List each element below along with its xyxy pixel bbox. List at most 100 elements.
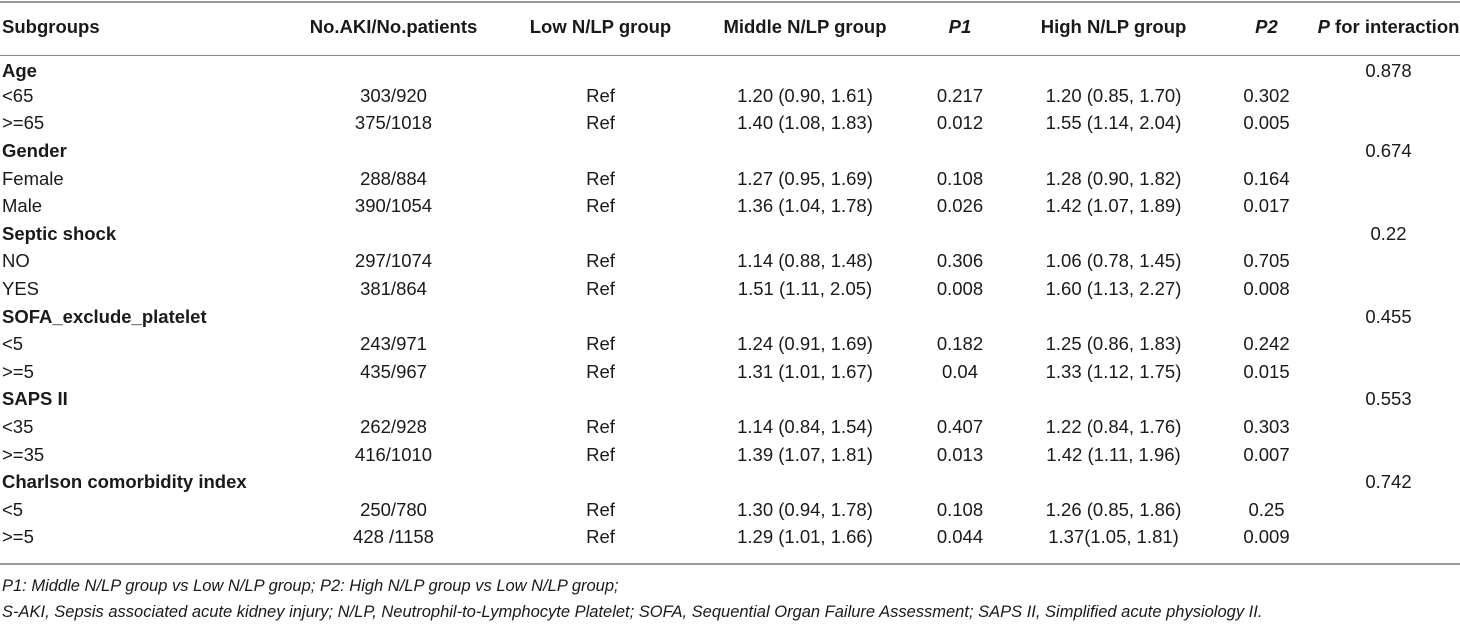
empty-cell xyxy=(1011,137,1216,165)
cell-subgroup: >=65 xyxy=(2,112,45,134)
empty-cell xyxy=(1216,54,1317,82)
cell-p2: 0.303 xyxy=(1243,415,1290,437)
cell-p1: 0.217 xyxy=(936,84,984,106)
cell-high-group: 1.26 (0.85, 1.86) xyxy=(1045,498,1182,520)
footnote-abbreviations: S-AKI, Sepsis associated acute kidney in… xyxy=(2,603,1263,621)
empty-cell xyxy=(1317,110,1460,138)
cell-p1: 0.026 xyxy=(936,195,984,217)
empty-cell xyxy=(287,386,500,414)
cell-subgroup: NO xyxy=(2,250,30,272)
cell-subgroup: >=5 xyxy=(2,360,34,382)
empty-cell xyxy=(1317,413,1460,441)
cell-low-group: Ref xyxy=(586,360,615,382)
cell-middle-group: 1.29 (1.01, 1.66) xyxy=(737,526,873,548)
group-row: Charlson comorbidity index 0.742 xyxy=(0,468,1460,496)
group-name: SAPS II xyxy=(2,388,68,410)
cell-middle-group: 1.36 (1.04, 1.78) xyxy=(737,195,873,217)
cell-p1: 0.044 xyxy=(936,526,984,548)
cell-high-group: 1.06 (0.78, 1.45) xyxy=(1045,250,1182,272)
table-row: Female 288/884 Ref 1.27 (0.95, 1.69) 0.108 1.… xyxy=(0,165,1460,193)
cell-high-group: 1.55 (1.14, 2.04) xyxy=(1045,112,1182,134)
cell-middle-group: 1.51 (1.11, 2.05) xyxy=(737,277,873,299)
cell-subgroup: Female xyxy=(2,167,64,189)
cell-low-group: Ref xyxy=(586,167,615,189)
cell-low-group: Ref xyxy=(586,195,615,217)
empty-cell xyxy=(287,303,500,331)
empty-cell xyxy=(1317,275,1460,303)
cell-middle-group: 1.24 (0.91, 1.69) xyxy=(737,333,873,355)
empty-cell xyxy=(909,303,1011,331)
cell-low-group: Ref xyxy=(586,498,615,520)
empty-cell xyxy=(1011,54,1216,82)
cell-aki-patients: 288/884 xyxy=(360,167,427,189)
cell-middle-group: 1.39 (1.07, 1.81) xyxy=(737,443,873,465)
empty-cell xyxy=(1011,220,1216,248)
cell-p2: 0.017 xyxy=(1243,195,1290,217)
col-header-p-interaction: P for interaction xyxy=(1317,0,1460,54)
cell-high-group: 1.22 (0.84, 1.76) xyxy=(1045,415,1182,437)
cell-p1: 0.008 xyxy=(936,277,984,299)
empty-cell xyxy=(701,303,909,331)
empty-cell xyxy=(1216,137,1317,165)
data-table: Subgroups No.AKI/No.patients Low N/LP gr… xyxy=(0,0,1460,551)
cell-low-group: Ref xyxy=(586,250,615,272)
empty-cell xyxy=(1317,248,1460,276)
cell-aki-patients: 250/780 xyxy=(360,498,427,520)
empty-cell xyxy=(287,137,500,165)
col-header-low-group: Low N/LP group xyxy=(529,16,672,37)
cell-p1: 0.108 xyxy=(936,167,984,189)
cell-p2: 0.25 xyxy=(1248,498,1285,520)
table-row: >=35 416/1010 Ref 1.39 (1.07, 1.81) 0.013 1.4… xyxy=(0,441,1460,469)
empty-cell xyxy=(1011,468,1216,496)
p-interaction-value: 0.455 xyxy=(1365,305,1412,327)
cell-low-group: Ref xyxy=(586,333,615,355)
cell-aki-patients: 303/920 xyxy=(360,84,427,106)
p-interaction-value: 0.878 xyxy=(1365,60,1412,81)
p-interaction-label: for interaction xyxy=(1335,16,1460,37)
cell-low-group: Ref xyxy=(586,112,615,134)
empty-cell xyxy=(909,137,1011,165)
cell-middle-group: 1.31 (1.01, 1.67) xyxy=(737,360,873,382)
cell-middle-group: 1.14 (0.84, 1.54) xyxy=(737,415,873,437)
cell-high-group: 1.28 (0.90, 1.82) xyxy=(1045,167,1182,189)
cell-p1: 0.306 xyxy=(936,250,984,272)
cell-middle-group: 1.40 (1.08, 1.83) xyxy=(737,112,873,134)
group-row: SOFA_exclude_platelet 0.455 xyxy=(0,303,1460,331)
cell-aki-patients: 390/1054 xyxy=(354,195,433,217)
cell-p1: 0.04 xyxy=(941,360,978,382)
empty-cell xyxy=(1317,441,1460,469)
empty-cell xyxy=(701,386,909,414)
p-italic-prefix: P xyxy=(1317,16,1330,37)
cell-low-group: Ref xyxy=(586,415,615,437)
header-rule xyxy=(0,55,1460,56)
top-rule xyxy=(0,1,1460,3)
cell-p2: 0.164 xyxy=(1243,167,1290,189)
empty-cell xyxy=(701,468,909,496)
p-interaction-value: 0.22 xyxy=(1370,222,1407,244)
group-name: Gender xyxy=(2,139,67,161)
empty-cell xyxy=(909,386,1011,414)
table-body: Age 0.878 <65 303/920 Ref 1.20 (0.90, 1.61) 0.… xyxy=(0,54,1460,551)
empty-cell xyxy=(1317,330,1460,358)
cell-middle-group: 1.30 (0.94, 1.78) xyxy=(737,498,873,520)
empty-cell xyxy=(500,137,701,165)
table-row: NO 297/1074 Ref 1.14 (0.88, 1.48) 0.306 1.06 … xyxy=(0,248,1460,276)
cell-low-group: Ref xyxy=(586,443,615,465)
p-interaction-value: 0.742 xyxy=(1365,471,1412,493)
cell-aki-patients: 375/1018 xyxy=(354,112,433,134)
empty-cell xyxy=(909,220,1011,248)
empty-cell xyxy=(1216,303,1317,331)
empty-cell xyxy=(287,220,500,248)
table-row: <35 262/928 Ref 1.14 (0.84, 1.54) 0.407 1.22 … xyxy=(0,413,1460,441)
cell-aki-patients: 416/1010 xyxy=(354,443,433,465)
cell-subgroup: <65 xyxy=(2,84,34,106)
empty-cell xyxy=(500,303,701,331)
group-name: Age xyxy=(2,60,37,81)
cell-p2: 0.007 xyxy=(1243,443,1290,465)
cell-high-group: 1.42 (1.07, 1.89) xyxy=(1045,195,1182,217)
table-row: Male 390/1054 Ref 1.36 (1.04, 1.78) 0.026 1.4… xyxy=(0,192,1460,220)
cell-subgroup: Male xyxy=(2,195,43,217)
cell-high-group: 1.25 (0.86, 1.83) xyxy=(1045,333,1182,355)
empty-cell xyxy=(287,468,500,496)
